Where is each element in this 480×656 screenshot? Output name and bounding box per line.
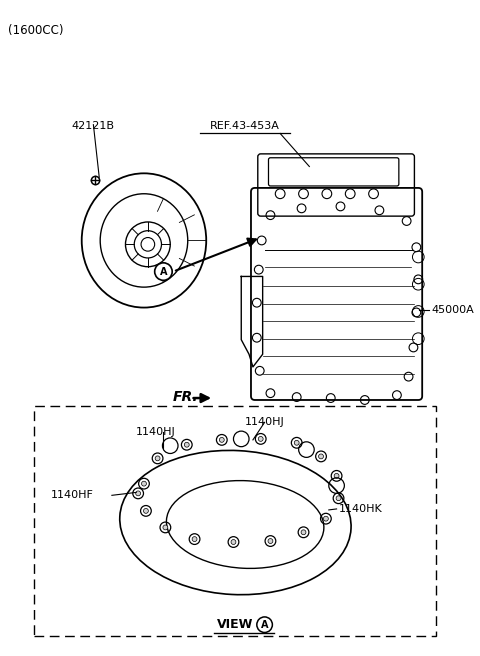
Text: 1140HK: 1140HK xyxy=(338,504,382,514)
Bar xyxy=(34,406,436,636)
Circle shape xyxy=(136,491,141,496)
Circle shape xyxy=(155,456,160,461)
Text: 45000A: 45000A xyxy=(431,306,474,316)
Circle shape xyxy=(336,496,341,501)
Text: 1140HF: 1140HF xyxy=(50,490,94,501)
Circle shape xyxy=(258,436,263,441)
Circle shape xyxy=(301,530,306,535)
Circle shape xyxy=(184,442,189,447)
Circle shape xyxy=(294,440,299,445)
Text: A: A xyxy=(261,620,268,630)
Circle shape xyxy=(257,617,272,632)
Circle shape xyxy=(268,539,273,543)
Circle shape xyxy=(155,263,172,280)
Text: VIEW: VIEW xyxy=(217,618,253,631)
Text: FR.: FR. xyxy=(173,390,199,404)
Circle shape xyxy=(231,540,236,544)
Circle shape xyxy=(192,537,197,541)
Circle shape xyxy=(144,508,148,513)
Text: 42121B: 42121B xyxy=(72,121,115,131)
Circle shape xyxy=(142,482,146,486)
Text: 1140HJ: 1140HJ xyxy=(136,427,176,438)
Circle shape xyxy=(319,454,324,459)
Circle shape xyxy=(219,438,224,442)
Text: 1140HJ: 1140HJ xyxy=(245,417,285,428)
Text: A: A xyxy=(160,266,167,277)
Circle shape xyxy=(163,525,168,530)
Circle shape xyxy=(324,516,328,521)
Circle shape xyxy=(334,474,339,478)
Text: REF.43-453A: REF.43-453A xyxy=(210,121,280,131)
Text: (1600CC): (1600CC) xyxy=(8,24,63,37)
